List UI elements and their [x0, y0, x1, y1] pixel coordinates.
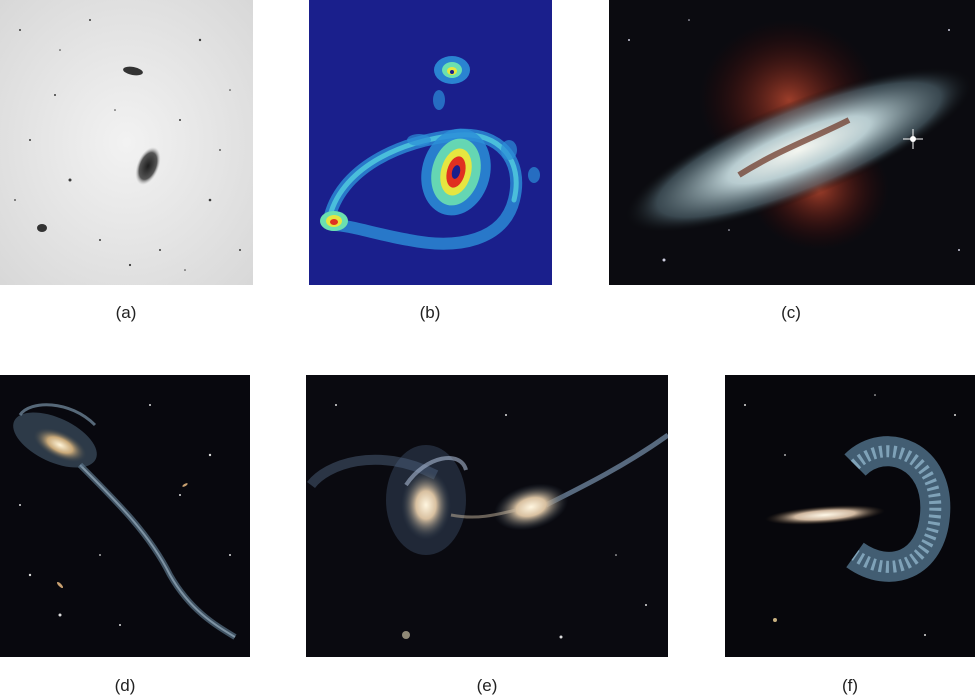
- caption-e: (e): [476, 676, 498, 695]
- ring-galaxy-image: [725, 375, 975, 657]
- background-stars: [744, 394, 956, 636]
- main-galaxy-blob: [135, 147, 161, 185]
- lower-left-blob: [37, 224, 47, 232]
- star-specks: [14, 19, 241, 271]
- galaxy-false-color-map: [309, 0, 552, 285]
- ring-galaxy-svg: [725, 375, 975, 657]
- caption-d: (d): [114, 676, 136, 695]
- caption-c: (c): [781, 303, 801, 322]
- background-stars: [628, 19, 960, 262]
- edge-on-galaxy: [765, 505, 885, 525]
- left-tidal-tail: [307, 454, 439, 489]
- dust-lane: [737, 117, 851, 178]
- upper-blob: [434, 56, 470, 84]
- left-galaxy: [401, 470, 451, 540]
- background-galaxies: [19, 404, 231, 626]
- tadpole-galaxy-image: [0, 375, 250, 657]
- background-stars: [335, 404, 647, 639]
- right-galaxy: [493, 483, 569, 531]
- galaxy-negative-image: [0, 0, 253, 285]
- starburst-svg: [609, 0, 975, 285]
- caption-f: (f): [841, 676, 859, 695]
- interacting-svg: [306, 375, 668, 657]
- false-color-svg: [309, 0, 552, 285]
- caption-b: (b): [419, 303, 441, 322]
- interacting-galaxies-image: [306, 375, 668, 657]
- galaxy-core: [32, 427, 88, 463]
- galaxy-disk: [621, 66, 975, 234]
- spiral-core: [421, 128, 491, 216]
- blue-ring: [844, 436, 951, 582]
- caption-a: (a): [115, 303, 137, 322]
- left-hotspot: [320, 211, 348, 231]
- starburst-galaxy-image: [609, 0, 975, 285]
- bright-star: [903, 129, 923, 149]
- galaxy-negative-svg: [0, 0, 253, 285]
- tadpole-svg: [0, 375, 250, 657]
- diffuse-patches: [407, 90, 540, 183]
- upper-galaxy-blob: [123, 66, 143, 76]
